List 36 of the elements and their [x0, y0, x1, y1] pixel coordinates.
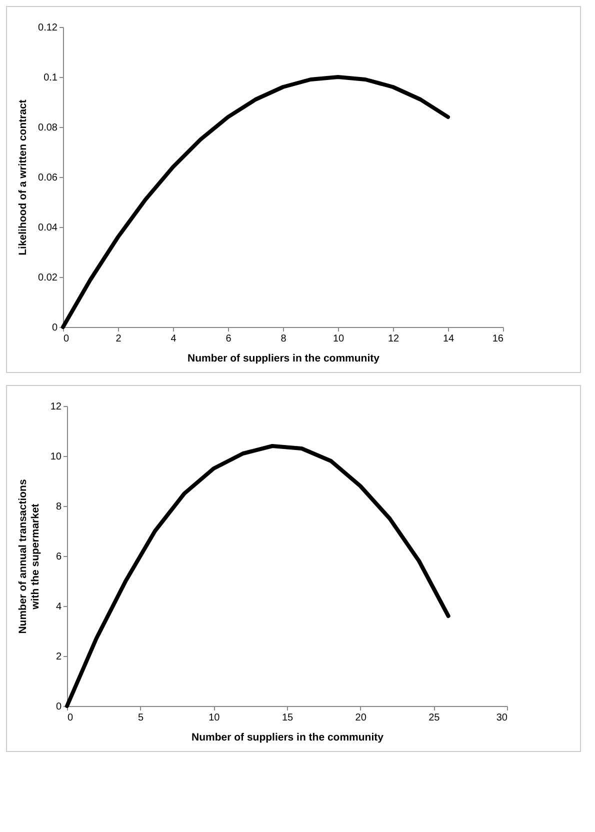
x-tick-label: 2: [116, 334, 122, 344]
y-axis-title: Number of annual transactions with the supermarket: [16, 479, 42, 634]
y-tick-label: 12: [50, 402, 62, 412]
x-tick-label: 25: [428, 712, 440, 724]
x-tick-label: 0: [64, 334, 70, 344]
y-axis-title: Likelihood of a written contract: [17, 99, 30, 256]
y-tick-label: 8: [56, 502, 62, 512]
x-tick-label: 30: [496, 712, 508, 724]
y-tick-label: 10: [50, 452, 62, 462]
x-tick-label: 10: [208, 712, 220, 724]
y-tick-label: 0.12: [38, 22, 58, 34]
x-axis-title: Number of suppliers in the community: [192, 732, 384, 744]
x-tick-label: 6: [226, 334, 232, 344]
y-tick-label: 2: [56, 652, 62, 662]
x-tick-label: 4: [170, 334, 177, 344]
y-tick-label: 6: [56, 552, 62, 562]
y-tick-label: 4: [56, 602, 62, 612]
y-tick-label: 0.1: [44, 72, 58, 84]
line-series: [61, 75, 450, 329]
x-tick-label: 12: [388, 334, 400, 344]
x-axis-title: Number of suppliers in the community: [188, 352, 380, 364]
x-tick-label: 5: [138, 712, 144, 724]
x-tick-label: 10: [332, 334, 344, 344]
x-tick-label: 0: [68, 712, 74, 724]
x-tick-label: 16: [492, 334, 504, 344]
y-tick-label: 0.02: [38, 272, 58, 284]
y-tick-label: 0: [56, 702, 62, 712]
y-tick-label: 0.08: [38, 122, 58, 134]
x-tick-label: 14: [442, 334, 454, 344]
y-tick-label: 0.04: [38, 222, 58, 234]
y-tick-label: 0: [52, 322, 58, 334]
y-tick-label: 0.06: [38, 172, 58, 184]
x-tick-label: 15: [282, 712, 294, 724]
line-series: [65, 444, 450, 708]
x-tick-label: 8: [280, 334, 287, 344]
x-tick-label: 20: [355, 712, 367, 724]
